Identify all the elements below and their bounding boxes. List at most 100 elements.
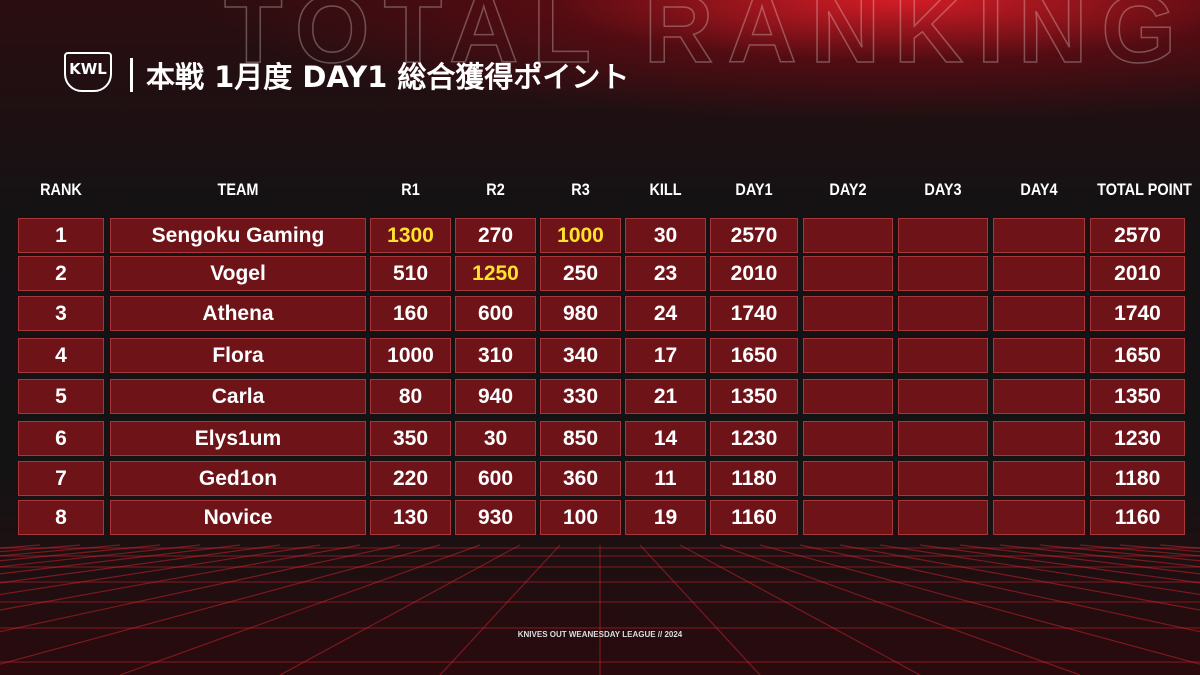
table-cell: 1350 xyxy=(710,379,798,414)
table-cell: Flora xyxy=(110,338,366,373)
table-cell: 11 xyxy=(625,461,706,496)
table-cell: 1300 xyxy=(370,218,451,253)
grid-decoration xyxy=(959,544,1200,575)
table-cell xyxy=(898,461,988,496)
grid-decoration xyxy=(439,544,561,675)
table-cell: 1 xyxy=(18,218,104,253)
table-cell: Sengoku Gaming xyxy=(110,218,366,253)
grid-decoration xyxy=(0,544,81,553)
column-header: DAY2 xyxy=(829,180,867,199)
table-cell: 510 xyxy=(370,256,451,291)
grid-decoration xyxy=(0,544,401,633)
table-cell: 2 xyxy=(18,256,104,291)
table-cell: 17 xyxy=(625,338,706,373)
grid-decoration xyxy=(0,544,441,665)
column-header: DAY4 xyxy=(1020,180,1058,199)
table-cell: Elys1um xyxy=(110,421,366,456)
table-cell: 220 xyxy=(370,461,451,496)
table-cell: 6 xyxy=(18,421,104,456)
column-header: R3 xyxy=(571,180,590,199)
table-cell: 3 xyxy=(18,296,104,331)
table-cell: 1740 xyxy=(1090,296,1185,331)
table-cell: 80 xyxy=(370,379,451,414)
table-cell xyxy=(898,500,988,535)
grid-decoration xyxy=(919,544,1200,584)
table-cell xyxy=(993,296,1085,331)
grid-decoration xyxy=(759,544,1200,665)
table-cell: 1160 xyxy=(1090,500,1185,535)
grid-decoration xyxy=(879,544,1200,596)
background-text: TOTAL RANKING xyxy=(224,0,1190,83)
table-cell: 1230 xyxy=(1090,421,1185,456)
table-cell: 330 xyxy=(540,379,621,414)
table-cell: 250 xyxy=(540,256,621,291)
table-cell: 340 xyxy=(540,338,621,373)
grid-decoration xyxy=(839,544,1200,611)
grid-decoration xyxy=(0,544,321,596)
table-cell: 1180 xyxy=(710,461,798,496)
column-header: TEAM xyxy=(217,180,259,199)
table-cell xyxy=(898,256,988,291)
table-cell: 8 xyxy=(18,500,104,535)
logo: KWL xyxy=(64,52,112,92)
table-cell xyxy=(898,338,988,373)
column-header: KILL xyxy=(649,180,682,199)
column-header: RANK xyxy=(40,180,82,199)
page-title: 本戦 1月度 DAY1 総合獲得ポイント xyxy=(146,60,630,94)
grid-decoration xyxy=(0,544,241,575)
table-cell: 1250 xyxy=(455,256,536,291)
table-cell: 23 xyxy=(625,256,706,291)
footer: KNIVES OUT WEANESDAY LEAGUE // 2024 xyxy=(517,630,683,639)
column-header: R1 xyxy=(401,180,420,199)
table-cell: 1000 xyxy=(370,338,451,373)
table-cell xyxy=(803,500,893,535)
table-cell: 19 xyxy=(625,500,706,535)
table-cell: 5 xyxy=(18,379,104,414)
table-cell: Novice xyxy=(110,500,366,535)
table-cell: 1650 xyxy=(710,338,798,373)
grid-decoration xyxy=(0,544,361,611)
table-cell xyxy=(898,379,988,414)
grid-decoration xyxy=(279,544,521,675)
table-cell xyxy=(803,338,893,373)
grid-decoration xyxy=(119,544,481,675)
table-cell: 2010 xyxy=(1090,256,1185,291)
table-cell xyxy=(803,296,893,331)
table-cell: 30 xyxy=(625,218,706,253)
grid-decoration xyxy=(639,544,761,675)
table-cell: 930 xyxy=(455,500,536,535)
table-cell: 940 xyxy=(455,379,536,414)
column-header: R2 xyxy=(486,180,505,199)
table-cell: 350 xyxy=(370,421,451,456)
table-cell xyxy=(898,218,988,253)
table-cell: 310 xyxy=(455,338,536,373)
table-cell: 160 xyxy=(370,296,451,331)
table-cell xyxy=(803,421,893,456)
table-cell xyxy=(803,218,893,253)
table-cell: Ged1on xyxy=(110,461,366,496)
table-cell xyxy=(803,256,893,291)
table-cell xyxy=(993,218,1085,253)
table-cell: 980 xyxy=(540,296,621,331)
table-cell: Athena xyxy=(110,296,366,331)
table-cell: 130 xyxy=(370,500,451,535)
table-cell: 30 xyxy=(455,421,536,456)
table-cell: 1740 xyxy=(710,296,798,331)
table-cell: 4 xyxy=(18,338,104,373)
table-cell: 600 xyxy=(455,296,536,331)
table-cell xyxy=(993,500,1085,535)
table-cell: 1350 xyxy=(1090,379,1185,414)
table-cell: 1230 xyxy=(710,421,798,456)
table-cell xyxy=(993,379,1085,414)
table-cell: 1180 xyxy=(1090,461,1185,496)
table-cell: 14 xyxy=(625,421,706,456)
divider xyxy=(130,58,133,92)
table-cell xyxy=(993,338,1085,373)
table-cell: 100 xyxy=(540,500,621,535)
grid-decoration xyxy=(719,544,1081,675)
table-cell: 2570 xyxy=(710,218,798,253)
table-cell: 360 xyxy=(540,461,621,496)
table-cell: 2570 xyxy=(1090,218,1185,253)
